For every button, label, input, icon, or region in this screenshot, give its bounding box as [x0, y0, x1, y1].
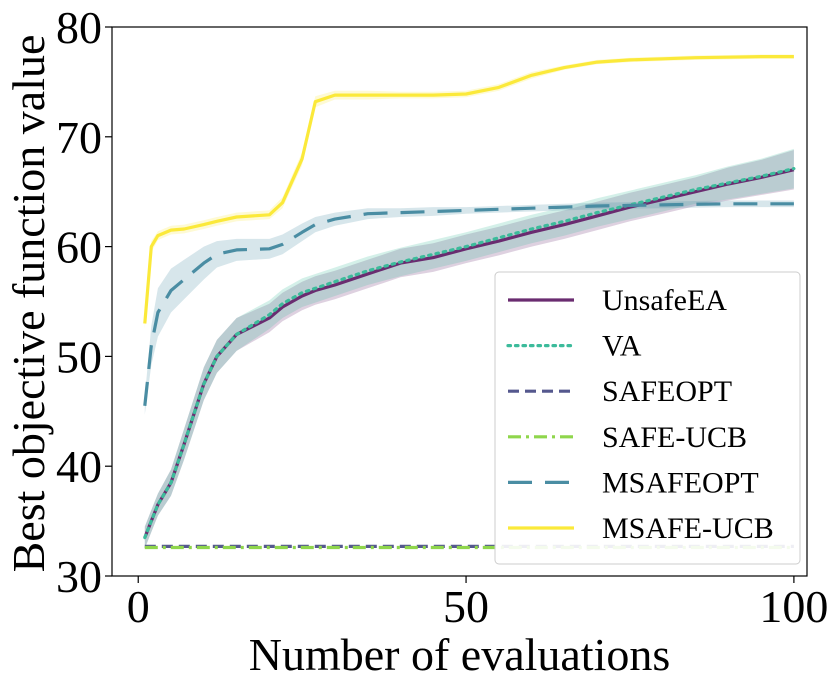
x-tick-label: 50 [443, 581, 489, 632]
msafe-ucb-line [143, 54, 794, 324]
y-tick-label: 40 [56, 441, 102, 492]
confidence-bands [144, 54, 794, 549]
legend-label: UnsafeEA [602, 284, 727, 317]
x-axis-label: Number of evaluations [249, 629, 671, 680]
legend-entries: UnsafeEA VA SAFEOPT SAFE-UCB MSAFEOPT MSAFE-U… [506, 284, 774, 545]
legend-label: SAFEOPT [602, 375, 732, 408]
legend-label: MSAFE-UCB [602, 512, 774, 545]
legend-item-unsafeea: UnsafeEA [508, 284, 727, 317]
y-tick-label: 60 [56, 222, 102, 273]
msafeopt-line [143, 202, 794, 406]
legend-label: VA [602, 330, 642, 363]
y-tick-label: 80 [56, 2, 102, 53]
legend-item-safeopt: SAFEOPT [508, 375, 732, 408]
y-axis-label: Best objective function value [3, 35, 54, 573]
x-tick-label: 0 [127, 581, 150, 632]
legend: UnsafeEA VA SAFEOPT SAFE-UCB MSAFEOPT MSAFE-U… [494, 271, 801, 565]
legend-item-msafe-ucb: MSAFE-UCB [508, 512, 774, 545]
y-tick-label: 70 [56, 112, 102, 163]
unsafeea-band [144, 150, 794, 549]
va-band [144, 148, 794, 549]
legend-item-va: VA [506, 330, 642, 363]
y-axis-ticks: 30 40 50 60 70 80 [56, 2, 112, 602]
x-tick-label: 100 [759, 581, 828, 632]
series-lines [143, 54, 796, 550]
legend-label: SAFE-UCB [602, 421, 747, 454]
y-tick-label: 50 [56, 331, 102, 382]
plot-frame [111, 26, 808, 577]
va-line [143, 167, 796, 540]
y-tick-label: 30 [56, 551, 102, 602]
legend-item-safe-ucb: SAFE-UCB [508, 421, 747, 454]
legend-label: MSAFEOPT [602, 466, 759, 499]
x-axis-ticks: 0 50 100 [127, 576, 828, 632]
legend-item-msafeopt: MSAFEOPT [508, 466, 759, 499]
